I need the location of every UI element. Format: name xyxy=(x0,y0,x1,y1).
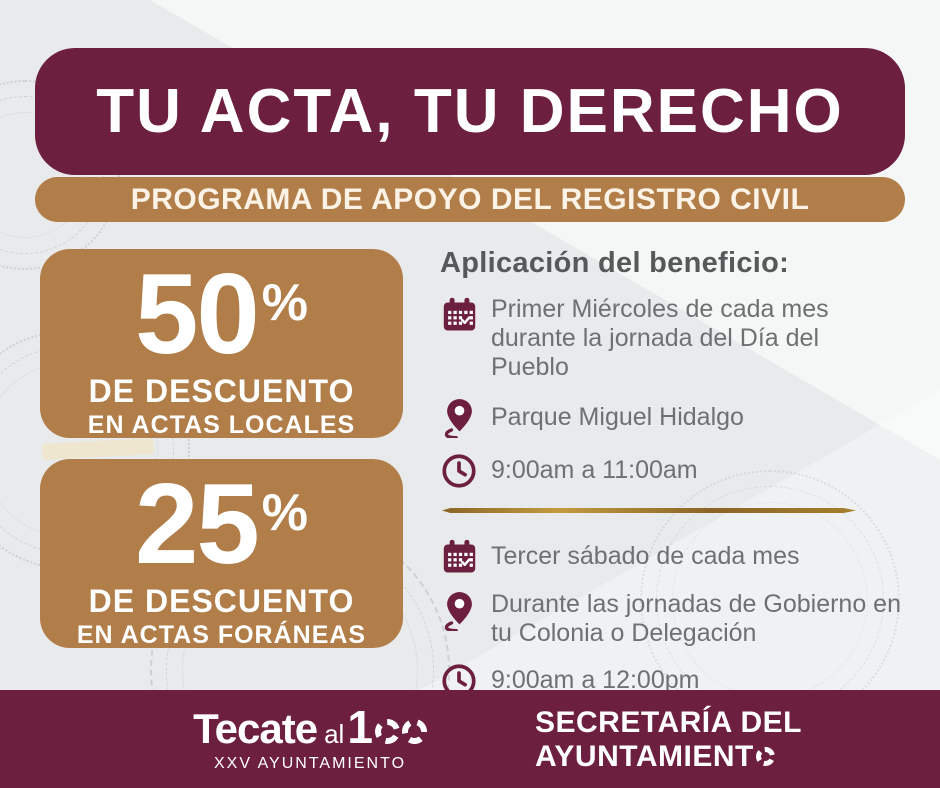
discount-scope: EN ACTAS LOCALES xyxy=(87,411,356,438)
gold-divider xyxy=(442,508,856,513)
discount-percent-row: 50 % xyxy=(40,251,403,378)
title-banner: TU ACTA, TU DERECHO xyxy=(35,48,905,175)
poster-subtitle: PROGRAMA DE APOYO DEL REGISTRO CIVIL xyxy=(130,182,810,216)
calendar-icon xyxy=(440,295,478,333)
benefit-text: Primer Miércoles de cada mes durante la … xyxy=(491,295,829,381)
segmented-zero-icon xyxy=(374,718,400,744)
discount-box-local: 50 % DE DESCUENTO EN ACTAS LOCALES xyxy=(40,249,403,438)
benefit-text: 9:00am a 11:00am xyxy=(491,456,698,484)
segmented-zero-icon xyxy=(398,714,431,748)
footer-bar: Tecate al 1 XXV AYUNTAMIENTO SECRETARÍA … xyxy=(0,690,940,788)
discount-scope: EN ACTAS FORÁNEAS xyxy=(76,621,367,648)
location-pin-icon xyxy=(440,397,478,438)
xxv-ayuntamiento-label: XXV AYUNTAMIENTO xyxy=(213,755,407,772)
benefit-item: Parque Miguel Hidalgo xyxy=(440,397,912,438)
clock-icon xyxy=(440,453,478,488)
discount-percent-value: 25 xyxy=(134,461,260,588)
benefit-item: Tercer sábado de cada mes xyxy=(440,537,912,575)
tecate-logo-line: Tecate al 1 xyxy=(170,700,450,754)
benefit-text: Durante las jornadas de Gobierno en tu C… xyxy=(491,590,901,647)
benefit-item: 9:00am a 11:00am xyxy=(440,453,912,488)
secretaria-line2: AYUNTAMIENT xyxy=(535,740,802,774)
calendar-icon xyxy=(440,537,478,575)
location-pin-icon xyxy=(440,590,478,631)
benefit-text: Tercer sábado de cada mes xyxy=(491,541,800,570)
discount-label: DE DESCUENTO xyxy=(88,583,355,619)
benefit-item: Primer Miércoles de cada mes durante la … xyxy=(440,295,912,382)
benefits-section: Aplicación del beneficio: Primer Miércol… xyxy=(440,247,912,713)
discount-percent-value: 50 xyxy=(134,251,260,378)
tecate-logo-text: Tecate xyxy=(193,705,318,752)
tecate-logo-al: al xyxy=(324,719,345,749)
discount-label: DE DESCUENTO xyxy=(88,373,355,409)
benefit-text: Parque Miguel Hidalgo xyxy=(491,403,744,431)
benefit-item: Durante las jornadas de Gobierno en tu C… xyxy=(440,590,912,648)
percent-sign: % xyxy=(261,484,309,542)
subtitle-banner: PROGRAMA DE APOYO DEL REGISTRO CIVIL xyxy=(35,177,905,222)
discount-percent-row: 25 % xyxy=(40,461,403,588)
tecate-al-100-logo: Tecate al 1 XXV AYUNTAMIENTO xyxy=(170,700,450,773)
percent-sign: % xyxy=(261,274,309,332)
tecate-logo-one: 1 xyxy=(347,701,373,753)
poster-title: TU ACTA, TU DERECHO xyxy=(96,77,844,146)
secretaria-del-ayuntamiento-label: SECRETARÍA DEL AYUNTAMIENT xyxy=(535,706,802,773)
segmented-o-icon xyxy=(755,746,775,766)
secretaria-line1: SECRETARÍA DEL xyxy=(535,706,803,739)
secretaria-line2-text: AYUNTAMIENT xyxy=(535,739,754,773)
benefits-heading: Aplicación del beneficio: xyxy=(440,247,790,279)
benefit-text: 9:00am a 12:00pm xyxy=(491,666,700,694)
discount-box-foreign: 25 % DE DESCUENTO EN ACTAS FORÁNEAS xyxy=(40,459,403,648)
